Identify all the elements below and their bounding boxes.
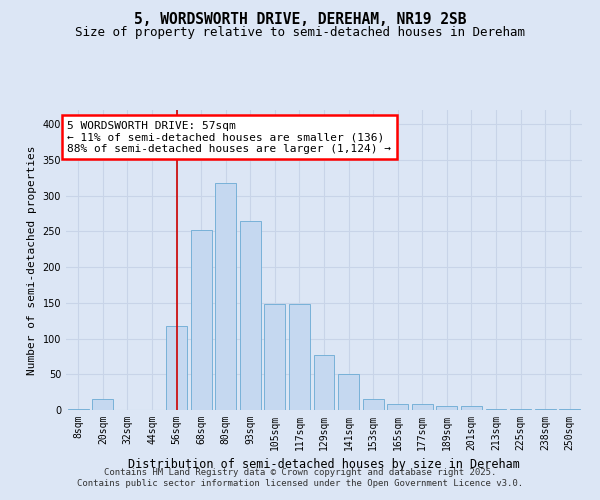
Bar — [461, 406, 482, 410]
Bar — [265, 304, 286, 410]
Bar — [436, 406, 457, 410]
Bar — [362, 398, 383, 410]
Bar — [412, 404, 433, 410]
X-axis label: Distribution of semi-detached houses by size in Dereham: Distribution of semi-detached houses by … — [128, 458, 520, 471]
Bar — [92, 400, 113, 410]
Text: Size of property relative to semi-detached houses in Dereham: Size of property relative to semi-detach… — [75, 26, 525, 39]
Bar — [387, 404, 408, 410]
Bar — [510, 408, 531, 410]
Bar — [166, 326, 187, 410]
Bar — [68, 408, 89, 410]
Bar — [535, 408, 556, 410]
Bar — [314, 355, 334, 410]
Bar — [338, 374, 359, 410]
Text: 5 WORDSWORTH DRIVE: 57sqm
← 11% of semi-detached houses are smaller (136)
88% of: 5 WORDSWORTH DRIVE: 57sqm ← 11% of semi-… — [67, 120, 391, 154]
Bar — [240, 220, 261, 410]
Bar — [191, 230, 212, 410]
Bar — [289, 304, 310, 410]
Y-axis label: Number of semi-detached properties: Number of semi-detached properties — [27, 145, 37, 375]
Bar — [215, 183, 236, 410]
Text: 5, WORDSWORTH DRIVE, DEREHAM, NR19 2SB: 5, WORDSWORTH DRIVE, DEREHAM, NR19 2SB — [134, 12, 466, 28]
Text: Contains HM Land Registry data © Crown copyright and database right 2025.
Contai: Contains HM Land Registry data © Crown c… — [77, 468, 523, 487]
